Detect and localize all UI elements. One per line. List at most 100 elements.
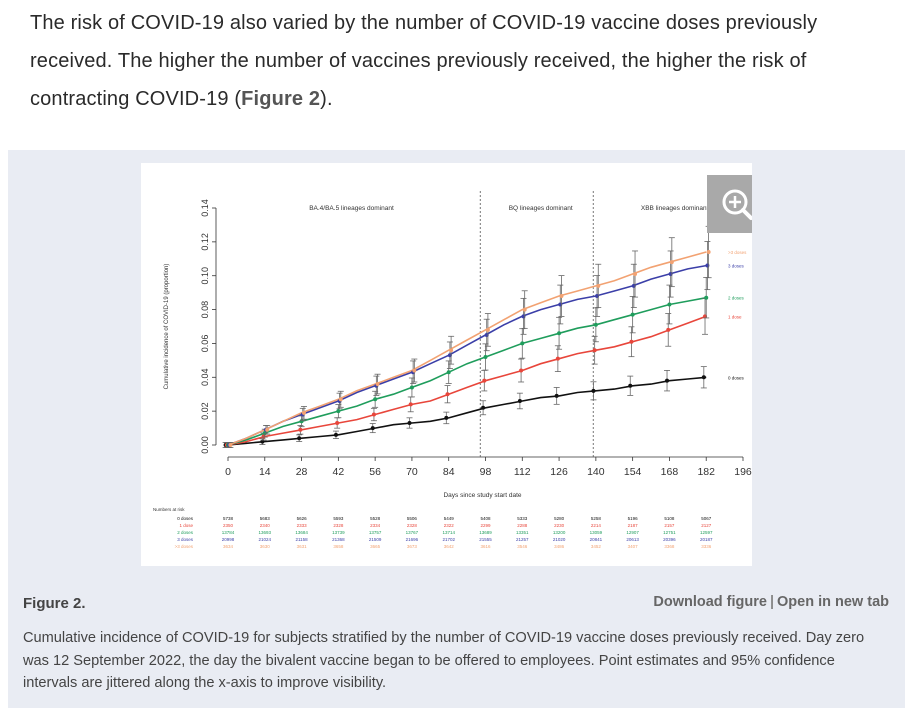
period-label: XBB lineages dominant xyxy=(641,205,709,212)
risk-cell: 20613 xyxy=(626,537,639,542)
x-tick-label: 140 xyxy=(587,466,605,478)
data-point xyxy=(265,427,270,432)
risk-cell: 3631 xyxy=(297,544,308,549)
risk-cell: 2230 xyxy=(554,523,565,528)
data-point xyxy=(559,294,564,299)
figure-2-link[interactable]: Figure 2 xyxy=(241,88,321,110)
risk-cell: 2328 xyxy=(333,523,344,528)
data-point xyxy=(519,368,524,373)
data-point xyxy=(338,397,343,402)
risk-cell: 13689 xyxy=(479,530,492,535)
data-point xyxy=(445,392,450,397)
series-line xyxy=(227,315,707,446)
data-point xyxy=(409,385,414,390)
data-point xyxy=(335,420,340,425)
series-label: 1 dose xyxy=(728,314,742,319)
data-point xyxy=(633,272,638,277)
risk-cell: 5528 xyxy=(370,516,381,521)
risk-cell: 2157 xyxy=(664,523,675,528)
x-tick-label: 112 xyxy=(514,466,531,478)
data-point xyxy=(333,432,338,437)
series-label: 2 doses xyxy=(728,296,745,301)
data-point xyxy=(260,439,265,444)
risk-cell: 13739 xyxy=(332,530,345,535)
x-tick-label: 126 xyxy=(550,466,568,478)
data-point xyxy=(228,443,233,447)
risk-cell: 2187 xyxy=(628,523,639,528)
series-line xyxy=(227,296,707,446)
risk-cell: 13200 xyxy=(553,530,566,535)
figure-image[interactable]: 0.00 0.02 0.04 0.06 0.08 0.10 0.12 0.14 Cumulati… xyxy=(141,163,752,566)
risk-row-label: 1 dose xyxy=(179,523,193,528)
y-tick-label: 0.08 xyxy=(200,301,210,319)
risk-cell: 21509 xyxy=(369,537,382,542)
risk-row-label: >3 doses xyxy=(175,544,194,549)
risk-cell: 5683 xyxy=(260,516,271,521)
risk-cell: 3336 xyxy=(701,544,712,549)
risk-cell: 12597 xyxy=(700,530,713,535)
figure-container: 0.00 0.02 0.04 0.06 0.08 0.10 0.12 0.14 Cumulati… xyxy=(8,150,905,708)
risk-cell: 13351 xyxy=(516,530,529,535)
data-point xyxy=(517,398,522,403)
data-point xyxy=(522,307,527,312)
data-point xyxy=(301,410,306,415)
figure-label: Figure 2. xyxy=(23,595,86,612)
risk-cell: 5280 xyxy=(554,516,565,521)
y-tick-label: 0.14 xyxy=(200,199,210,217)
zoom-in-button[interactable] xyxy=(707,175,752,233)
y-tick-label: 0.10 xyxy=(200,267,210,285)
x-tick-label: 196 xyxy=(734,466,752,478)
risk-cell: 20998 xyxy=(222,537,235,542)
data-point xyxy=(485,327,490,332)
zoom-in-icon xyxy=(722,189,752,220)
x-tick-label: 42 xyxy=(333,466,345,478)
cumulative-incidence-chart: 0.00 0.02 0.04 0.06 0.08 0.10 0.12 0.14 Cumulati… xyxy=(153,191,752,549)
x-tick-label: 84 xyxy=(443,466,455,478)
x-tick-label: 182 xyxy=(697,466,715,478)
risk-cell: 5593 xyxy=(333,516,344,521)
risk-cell: 2288 xyxy=(517,523,528,528)
risk-cell: 5067 xyxy=(701,516,712,521)
intro-text: The risk of COVID-19 also varied by the … xyxy=(30,12,818,110)
series-label: 0 doses xyxy=(728,375,745,380)
y-tick-label: 0.06 xyxy=(200,335,210,353)
x-tick-label: 168 xyxy=(661,466,679,478)
data-point xyxy=(373,397,378,402)
risk-cell: 13784 xyxy=(222,530,235,535)
data-point xyxy=(446,370,451,375)
data-point xyxy=(665,378,670,383)
risk-cell: 3634 xyxy=(223,544,234,549)
risk-cell: 3673 xyxy=(407,544,418,549)
risk-cell: 2127 xyxy=(701,523,712,528)
data-point xyxy=(520,341,525,346)
risk-cell: 5626 xyxy=(297,516,308,521)
risk-cell: 21257 xyxy=(516,537,529,542)
y-axis-label: Cumulative incidence of COVID-19 (propor… xyxy=(164,264,170,390)
data-point xyxy=(408,402,413,407)
y-tick-label: 0.00 xyxy=(200,436,210,454)
data-point xyxy=(628,383,633,388)
download-figure-link[interactable]: Download figure xyxy=(653,594,767,610)
data-point xyxy=(704,295,709,300)
intro-paragraph: The risk of COVID-19 also varied by the … xyxy=(30,4,890,118)
risk-row-label: 0 doses xyxy=(177,516,194,521)
risk-cell: 5196 xyxy=(628,516,639,521)
data-point xyxy=(482,378,487,383)
risk-cell: 20841 xyxy=(590,537,603,542)
data-point xyxy=(407,420,412,425)
risk-cell: 12907 xyxy=(626,530,639,535)
x-tick-label: 70 xyxy=(406,466,418,478)
risk-cell: 2334 xyxy=(370,523,381,528)
risk-cell: 21368 xyxy=(332,537,345,542)
x-tick-label: 14 xyxy=(259,466,271,478)
x-tick-label: 0 xyxy=(225,466,231,478)
x-tick-label: 154 xyxy=(624,466,642,478)
open-in-new-tab-link[interactable]: Open in new tab xyxy=(777,594,889,610)
risk-cell: 3630 xyxy=(260,544,271,549)
y-tick-label: 0.12 xyxy=(200,233,210,251)
data-point xyxy=(629,339,634,344)
x-tick-label: 98 xyxy=(480,466,492,478)
y-tick-label: 0.02 xyxy=(200,402,210,420)
data-point xyxy=(444,415,449,420)
risk-cell: 2322 xyxy=(444,523,455,528)
